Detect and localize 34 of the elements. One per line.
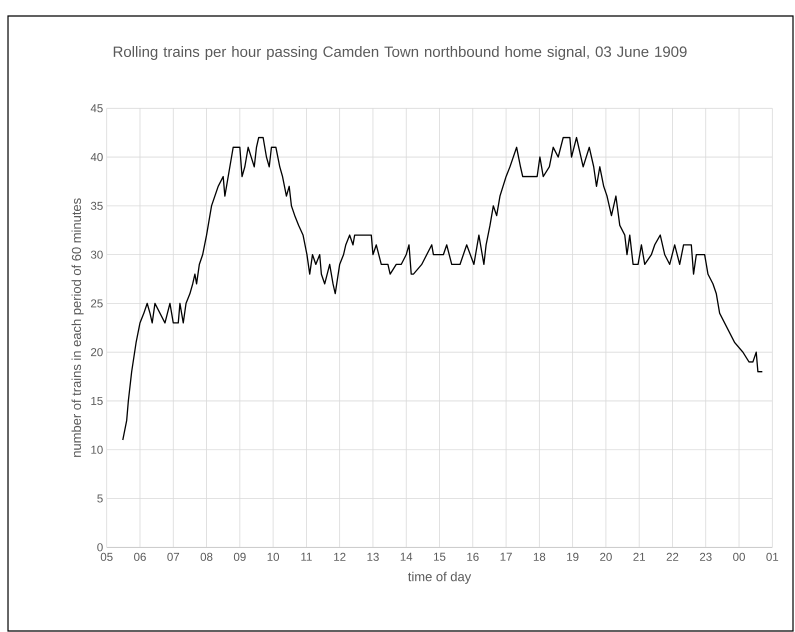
x-tick-label: 16 (467, 552, 479, 561)
y-tick-label: 10 (91, 446, 103, 454)
x-tick-label: 07 (167, 552, 180, 561)
x-tick-label: 06 (134, 552, 146, 561)
x-tick-label: 15 (434, 552, 446, 561)
y-tick-label: 25 (91, 299, 103, 308)
x-tick-label: 12 (334, 552, 346, 561)
x-tick-label: 08 (200, 552, 212, 561)
x-tick-label: 21 (633, 552, 645, 561)
x-tick-label: 19 (567, 552, 578, 561)
y-axis-title: number of trains in each period of 60 minutes (72, 198, 84, 457)
x-tick-label: 05 (100, 552, 113, 561)
x-tick-label: 13 (367, 552, 379, 561)
y-tick-label: 20 (91, 348, 103, 356)
x-tick-label: 14 (400, 552, 412, 561)
y-tick-label: 5 (97, 494, 103, 502)
x-tick-label: 17 (500, 552, 512, 561)
y-tick-label: 15 (91, 396, 103, 405)
x-tick-label: 22 (666, 552, 678, 561)
y-tick-label: 45 (90, 104, 103, 112)
x-tick-label: 00 (733, 552, 745, 561)
x-tick-label: 20 (600, 552, 612, 561)
y-tick-label: 40 (90, 153, 103, 162)
x-tick-label: 18 (534, 552, 546, 561)
y-tick-label: 35 (90, 202, 103, 210)
y-tick-label: 30 (90, 250, 103, 259)
y-tick-label: 0 (97, 543, 103, 552)
x-tick-label: 01 (766, 552, 778, 561)
x-tick-label: 23 (700, 552, 712, 561)
x-tick-label: 11 (301, 552, 312, 561)
x-tick-label: 10 (268, 552, 280, 561)
x-axis-title: time of day (408, 572, 472, 584)
x-tick-label: 09 (234, 552, 246, 561)
chart-title: Rolling trains per hour passing Camden Town northbound home signal, 03 June 1909 (114, 46, 687, 60)
